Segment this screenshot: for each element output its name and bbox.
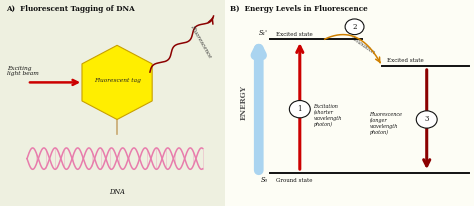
Polygon shape [82,45,152,119]
Text: B)  Energy Levels in Fluorescence: B) Energy Levels in Fluorescence [230,5,368,13]
Text: S₀: S₀ [260,176,267,184]
Text: DNA: DNA [109,188,125,196]
Text: Ground state: Ground state [276,178,313,183]
Text: Excitation
(shorter
wavelength
photon): Excitation (shorter wavelength photon) [313,104,342,127]
Circle shape [345,19,364,35]
Text: S₁': S₁' [258,29,267,37]
Text: Fluorescent tag: Fluorescent tag [94,78,140,83]
Text: 3: 3 [425,116,429,123]
Circle shape [289,101,310,118]
FancyArrowPatch shape [255,49,262,170]
Text: Relaxation: Relaxation [349,35,375,55]
Text: Exciting
light beam: Exciting light beam [7,66,38,76]
Text: Excited state: Excited state [276,32,313,37]
Text: 2: 2 [352,23,357,31]
Text: A)  Fluorescent Tagging of DNA: A) Fluorescent Tagging of DNA [6,5,134,13]
Text: ENERGY: ENERGY [240,85,248,121]
Text: 1: 1 [298,105,302,113]
Text: Fluorescence
(longer
wavelength
photon): Fluorescence (longer wavelength photon) [370,112,402,135]
Text: Fluorescence: Fluorescence [189,24,212,59]
Circle shape [416,111,437,128]
Text: Excited state: Excited state [387,58,424,63]
